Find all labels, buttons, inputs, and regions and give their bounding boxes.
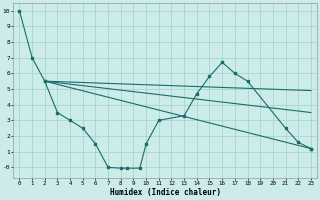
X-axis label: Humidex (Indice chaleur): Humidex (Indice chaleur) bbox=[110, 188, 220, 197]
